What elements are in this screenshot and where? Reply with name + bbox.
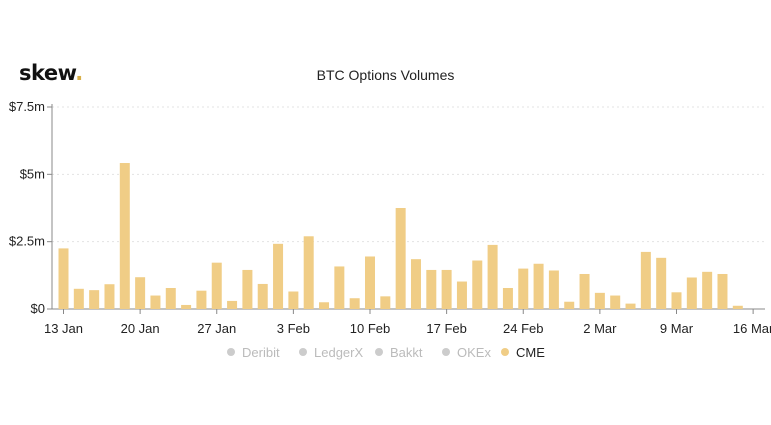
legend-marker <box>375 348 383 356</box>
x-tick-label: 20 Jan <box>121 321 160 336</box>
bar <box>273 243 284 309</box>
y-tick-label: $7.5m <box>9 99 45 114</box>
legend-marker <box>227 348 235 356</box>
legend-marker <box>501 348 509 356</box>
legend-item-bakkt: Bakkt <box>390 345 423 360</box>
bar <box>564 301 575 309</box>
bar <box>548 270 559 309</box>
bar <box>395 208 406 309</box>
bar <box>365 256 375 309</box>
chart-title: BTC Options Volumes <box>316 67 455 83</box>
x-tick-label: 16 Mar <box>733 321 771 336</box>
bar <box>594 292 605 309</box>
x-tick-label: 2 Mar <box>583 321 617 336</box>
bar <box>579 273 590 309</box>
bar <box>349 298 360 309</box>
bar <box>119 163 130 309</box>
legend-item-deribit: Deribit <box>242 345 280 360</box>
bar <box>288 291 299 309</box>
skew-logo: skew. <box>19 61 83 85</box>
legend-item-cme: CME <box>516 345 545 360</box>
bar <box>211 262 222 309</box>
bar <box>319 302 330 309</box>
bar <box>181 304 192 309</box>
bar <box>640 251 651 309</box>
x-tick-label: 10 Feb <box>350 321 390 336</box>
bar <box>686 277 697 309</box>
bar <box>671 292 682 309</box>
legend-marker <box>299 348 307 356</box>
x-tick-label: 3 Feb <box>277 321 310 336</box>
bar <box>656 257 667 309</box>
bar <box>487 244 498 309</box>
bar <box>717 273 728 309</box>
x-tick-label: 24 Feb <box>503 321 543 336</box>
y-tick-label: $0 <box>31 301 45 316</box>
bar <box>58 248 69 309</box>
bar <box>502 287 513 309</box>
bar <box>426 269 437 309</box>
bar <box>89 290 100 309</box>
bar <box>242 269 253 309</box>
legend-marker <box>442 348 450 356</box>
bar <box>610 295 621 309</box>
bar <box>732 305 743 309</box>
bar <box>625 303 636 309</box>
bar <box>196 290 207 309</box>
bar <box>518 268 529 309</box>
bar <box>533 263 544 309</box>
bar <box>702 271 713 309</box>
bar <box>334 266 345 309</box>
bar <box>410 259 421 309</box>
bar <box>472 260 483 309</box>
y-tick-label: $2.5m <box>9 234 45 249</box>
bar <box>303 236 314 309</box>
legend-item-okex: OKEx <box>457 345 491 360</box>
legend-item-ledgerx: LedgerX <box>314 345 363 360</box>
x-tick-label: 17 Feb <box>426 321 466 336</box>
bar <box>380 296 391 309</box>
x-tick-label: 9 Mar <box>660 321 694 336</box>
x-tick-label: 27 Jan <box>197 321 236 336</box>
bar <box>165 287 176 309</box>
bar <box>135 277 146 309</box>
bar <box>150 295 161 309</box>
bar <box>104 284 115 309</box>
y-tick-label: $5m <box>20 166 45 181</box>
x-tick-label: 13 Jan <box>44 321 83 336</box>
bar <box>257 283 268 309</box>
bar <box>73 288 84 309</box>
bar <box>441 269 452 309</box>
bar <box>227 300 238 309</box>
bar <box>456 281 467 309</box>
